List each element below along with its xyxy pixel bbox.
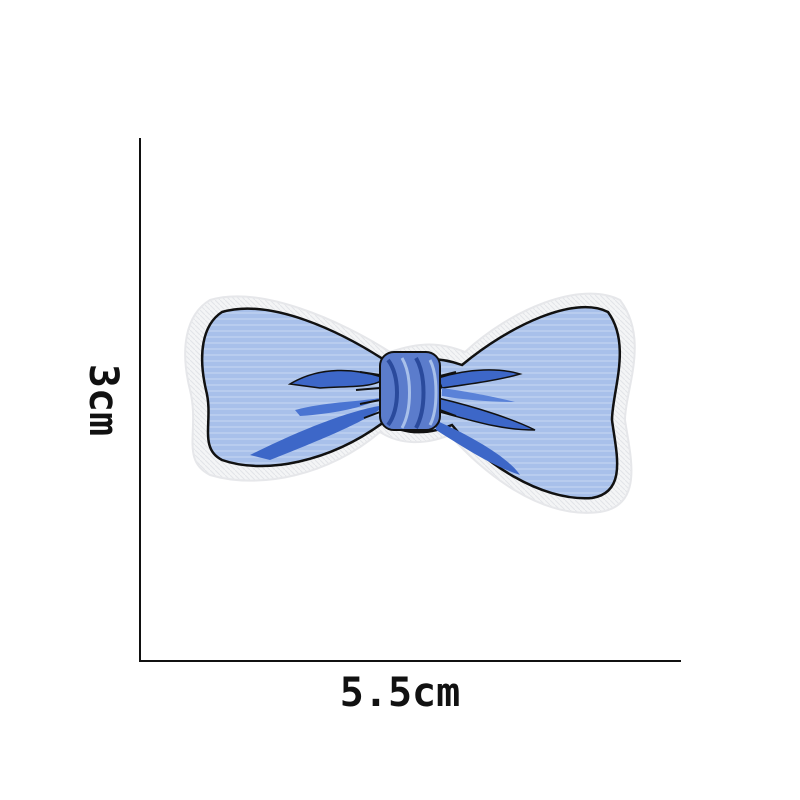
width-dimension-line — [139, 660, 681, 662]
right-ribbon-tail — [437, 369, 523, 389]
right-ribbon-tail — [435, 420, 520, 475]
width-label: 5.5cm — [339, 670, 461, 716]
bow-patch-icon — [184, 292, 636, 514]
right-ribbon-tail — [437, 397, 536, 431]
height-dimension-line — [139, 138, 141, 662]
left-ribbon-tail — [295, 398, 380, 416]
height-label: 3cm — [80, 363, 126, 437]
right-ribbon-tail — [442, 388, 515, 402]
left-ribbon-tail — [250, 405, 385, 460]
bow-knot — [355, 351, 457, 431]
